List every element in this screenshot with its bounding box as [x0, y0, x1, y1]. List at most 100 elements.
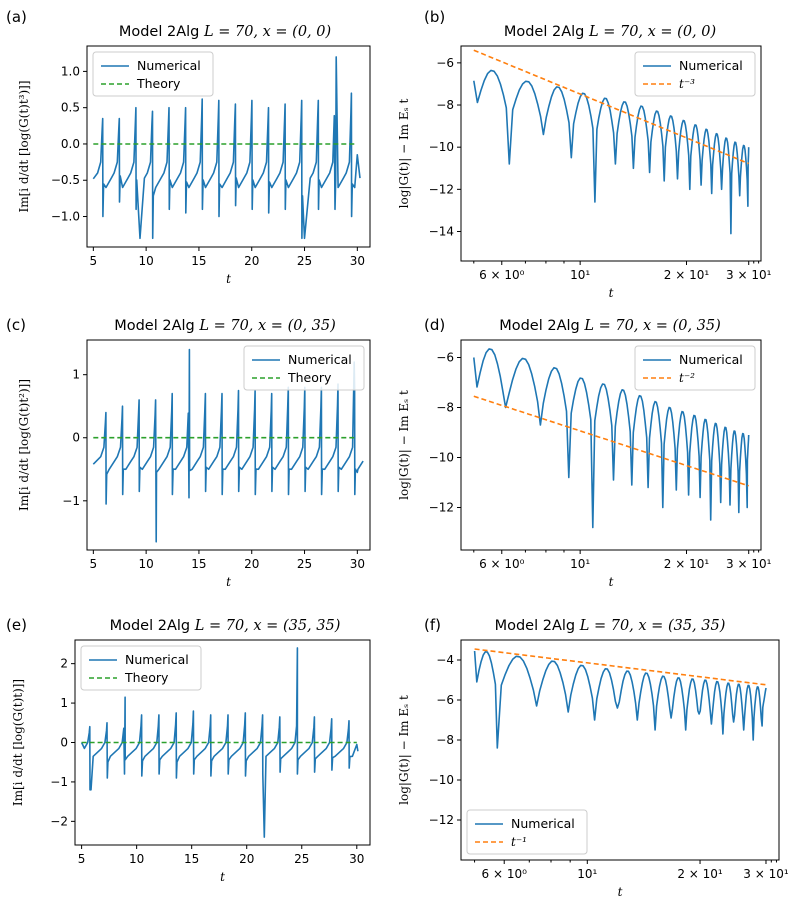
x-tick-label: 3 × 10¹ — [726, 557, 772, 571]
y-tick-label: −8 — [436, 733, 454, 747]
x-tick-label: 3 × 10¹ — [743, 867, 789, 881]
y-tick-label: −6 — [436, 693, 454, 707]
chart-title: Model 2Alg L = 70, x = (0, 35) — [499, 318, 721, 334]
y-axis-label: log|G(t)| − Im Eₛ t — [397, 390, 411, 500]
legend-label: Numerical — [511, 816, 575, 831]
panel-a: (a) Model 2Alg L = 70, x = (0, 0) 5 10 15 20 2… — [6, 8, 371, 286]
x-tick-label: 5 — [90, 557, 98, 571]
series-powerlaw — [474, 648, 767, 686]
legend-label: Numerical — [679, 352, 743, 367]
legend-label: Numerical — [288, 352, 352, 367]
y-tick-label: −10 — [429, 773, 454, 787]
legend-label: t⁻³ — [679, 77, 695, 91]
legend-label: Numerical — [125, 652, 189, 667]
x-tick-label: 10 — [138, 557, 153, 571]
legend-label: Theory — [124, 670, 169, 685]
plot-area — [80, 647, 359, 838]
y-tick-label: 0.5 — [61, 101, 80, 115]
y-tick-label: −14 — [429, 224, 454, 238]
axes-frame — [460, 339, 762, 551]
x-tick-label: 15 — [191, 557, 206, 571]
panel-e: (e) Model 2Alg L = 70, x = (35, 35)5 10 15 2… — [6, 616, 371, 884]
x-tick-label: 3 × 10¹ — [726, 268, 772, 282]
series-powerlaw — [473, 49, 750, 165]
x-tick-label: 2 × 10¹ — [664, 268, 710, 282]
axes-frame — [460, 45, 762, 262]
x-tick-label: 30 — [349, 852, 364, 866]
legend: Numerical Theory — [80, 645, 202, 691]
x-tick-label: 20 — [244, 254, 259, 268]
y-tick-label: 1 — [60, 696, 68, 710]
chart-title: Model 2Alg L = 70, x = (0, 0) — [119, 24, 331, 40]
y-tick-label: −1 — [50, 775, 68, 789]
legend-label: Theory — [287, 370, 332, 385]
x-tick-label: 25 — [297, 557, 312, 571]
panel-label: (d) — [424, 316, 445, 334]
y-tick-label: −1 — [62, 494, 80, 508]
series-powerlaw — [473, 395, 749, 487]
series-numerical — [92, 348, 364, 543]
y-tick-label: 0.0 — [61, 137, 80, 151]
y-tick-label: −12 — [429, 813, 454, 827]
x-tick-label: 6 × 10⁰ — [482, 867, 528, 881]
panel-f: (f) Model 2Alg L = 70, x = (35, 35) 6 × 10… — [397, 616, 789, 899]
y-tick-label: −4 — [436, 653, 454, 667]
y-tick-label: 0 — [72, 431, 80, 445]
panel-label: (c) — [6, 316, 26, 334]
axes-frame — [460, 639, 780, 861]
panel-label: (a) — [6, 8, 27, 26]
x-tick-label: 10¹ — [577, 867, 597, 881]
chart-title: Model 2Alg L = 70, x = (35, 35) — [495, 618, 726, 634]
chart-title: Model 2Alg L = 70, x = (0, 0) — [504, 24, 716, 40]
series-numerical — [473, 69, 750, 235]
legend-label: Theory — [136, 76, 181, 91]
y-tick-label: −1.0 — [51, 210, 80, 224]
axes-frame — [86, 339, 371, 551]
plot-area — [473, 348, 750, 529]
y-tick-label: −6 — [436, 351, 454, 365]
x-tick-label: 2 × 10¹ — [677, 867, 723, 881]
y-tick-label: 1.0 — [61, 64, 80, 78]
x-tick-label: 10¹ — [570, 557, 590, 571]
x-tick-label: 20 — [244, 557, 259, 571]
y-tick-label: −2 — [50, 814, 68, 828]
panel-label: (e) — [6, 616, 27, 634]
series-numerical — [473, 348, 750, 529]
legend: Numerical t⁻³ — [634, 51, 756, 97]
y-tick-label: −8 — [436, 98, 454, 112]
legend: Numerical t⁻² — [634, 345, 756, 391]
x-tick-label: 15 — [191, 254, 206, 268]
legend-label: t⁻² — [679, 371, 695, 385]
y-axis-label: Im[i d/dt [log(G(t)t)]] — [11, 679, 25, 806]
series-numerical — [92, 56, 361, 240]
y-axis-label: log|G(t)| − Im Eₛ t — [397, 99, 411, 209]
series-numerical — [473, 650, 767, 749]
y-axis-label: Im[i d/dt [log(G(t)t²)]] — [17, 379, 31, 511]
y-tick-label: 1 — [72, 368, 80, 382]
legend-box — [243, 345, 365, 391]
x-tick-label: 25 — [294, 852, 309, 866]
x-axis-label: t — [618, 885, 623, 899]
panel-label: (b) — [424, 8, 445, 26]
x-tick-label: 30 — [350, 254, 365, 268]
axes-frame — [86, 45, 371, 248]
x-axis-label: t — [226, 272, 231, 286]
y-tick-label: −10 — [429, 451, 454, 465]
panel-b: (b) Model 2Alg L = 70, x = (0, 0) 6 × 10⁰ 1… — [397, 8, 772, 300]
x-axis-label: t — [226, 575, 231, 589]
x-tick-label: 10 — [129, 852, 144, 866]
x-tick-label: 10¹ — [570, 268, 590, 282]
chart-title: Model 2Alg L = 70, x = (35, 35) — [110, 618, 341, 634]
series-numerical — [80, 647, 359, 838]
legend-box — [634, 345, 756, 391]
x-axis-label: t — [609, 286, 614, 300]
x-axis-label: t — [220, 870, 225, 884]
x-tick-label: 30 — [350, 557, 365, 571]
x-axis-label: t — [609, 575, 614, 589]
x-tick-label: 20 — [239, 852, 254, 866]
legend: Numerical t⁻¹ — [466, 809, 588, 855]
y-tick-label: −0.5 — [51, 173, 80, 187]
plot-area — [473, 648, 767, 749]
panel-c: (c) Model 2Alg L = 70, x = (0, 35)5 10 15 20… — [6, 316, 371, 589]
